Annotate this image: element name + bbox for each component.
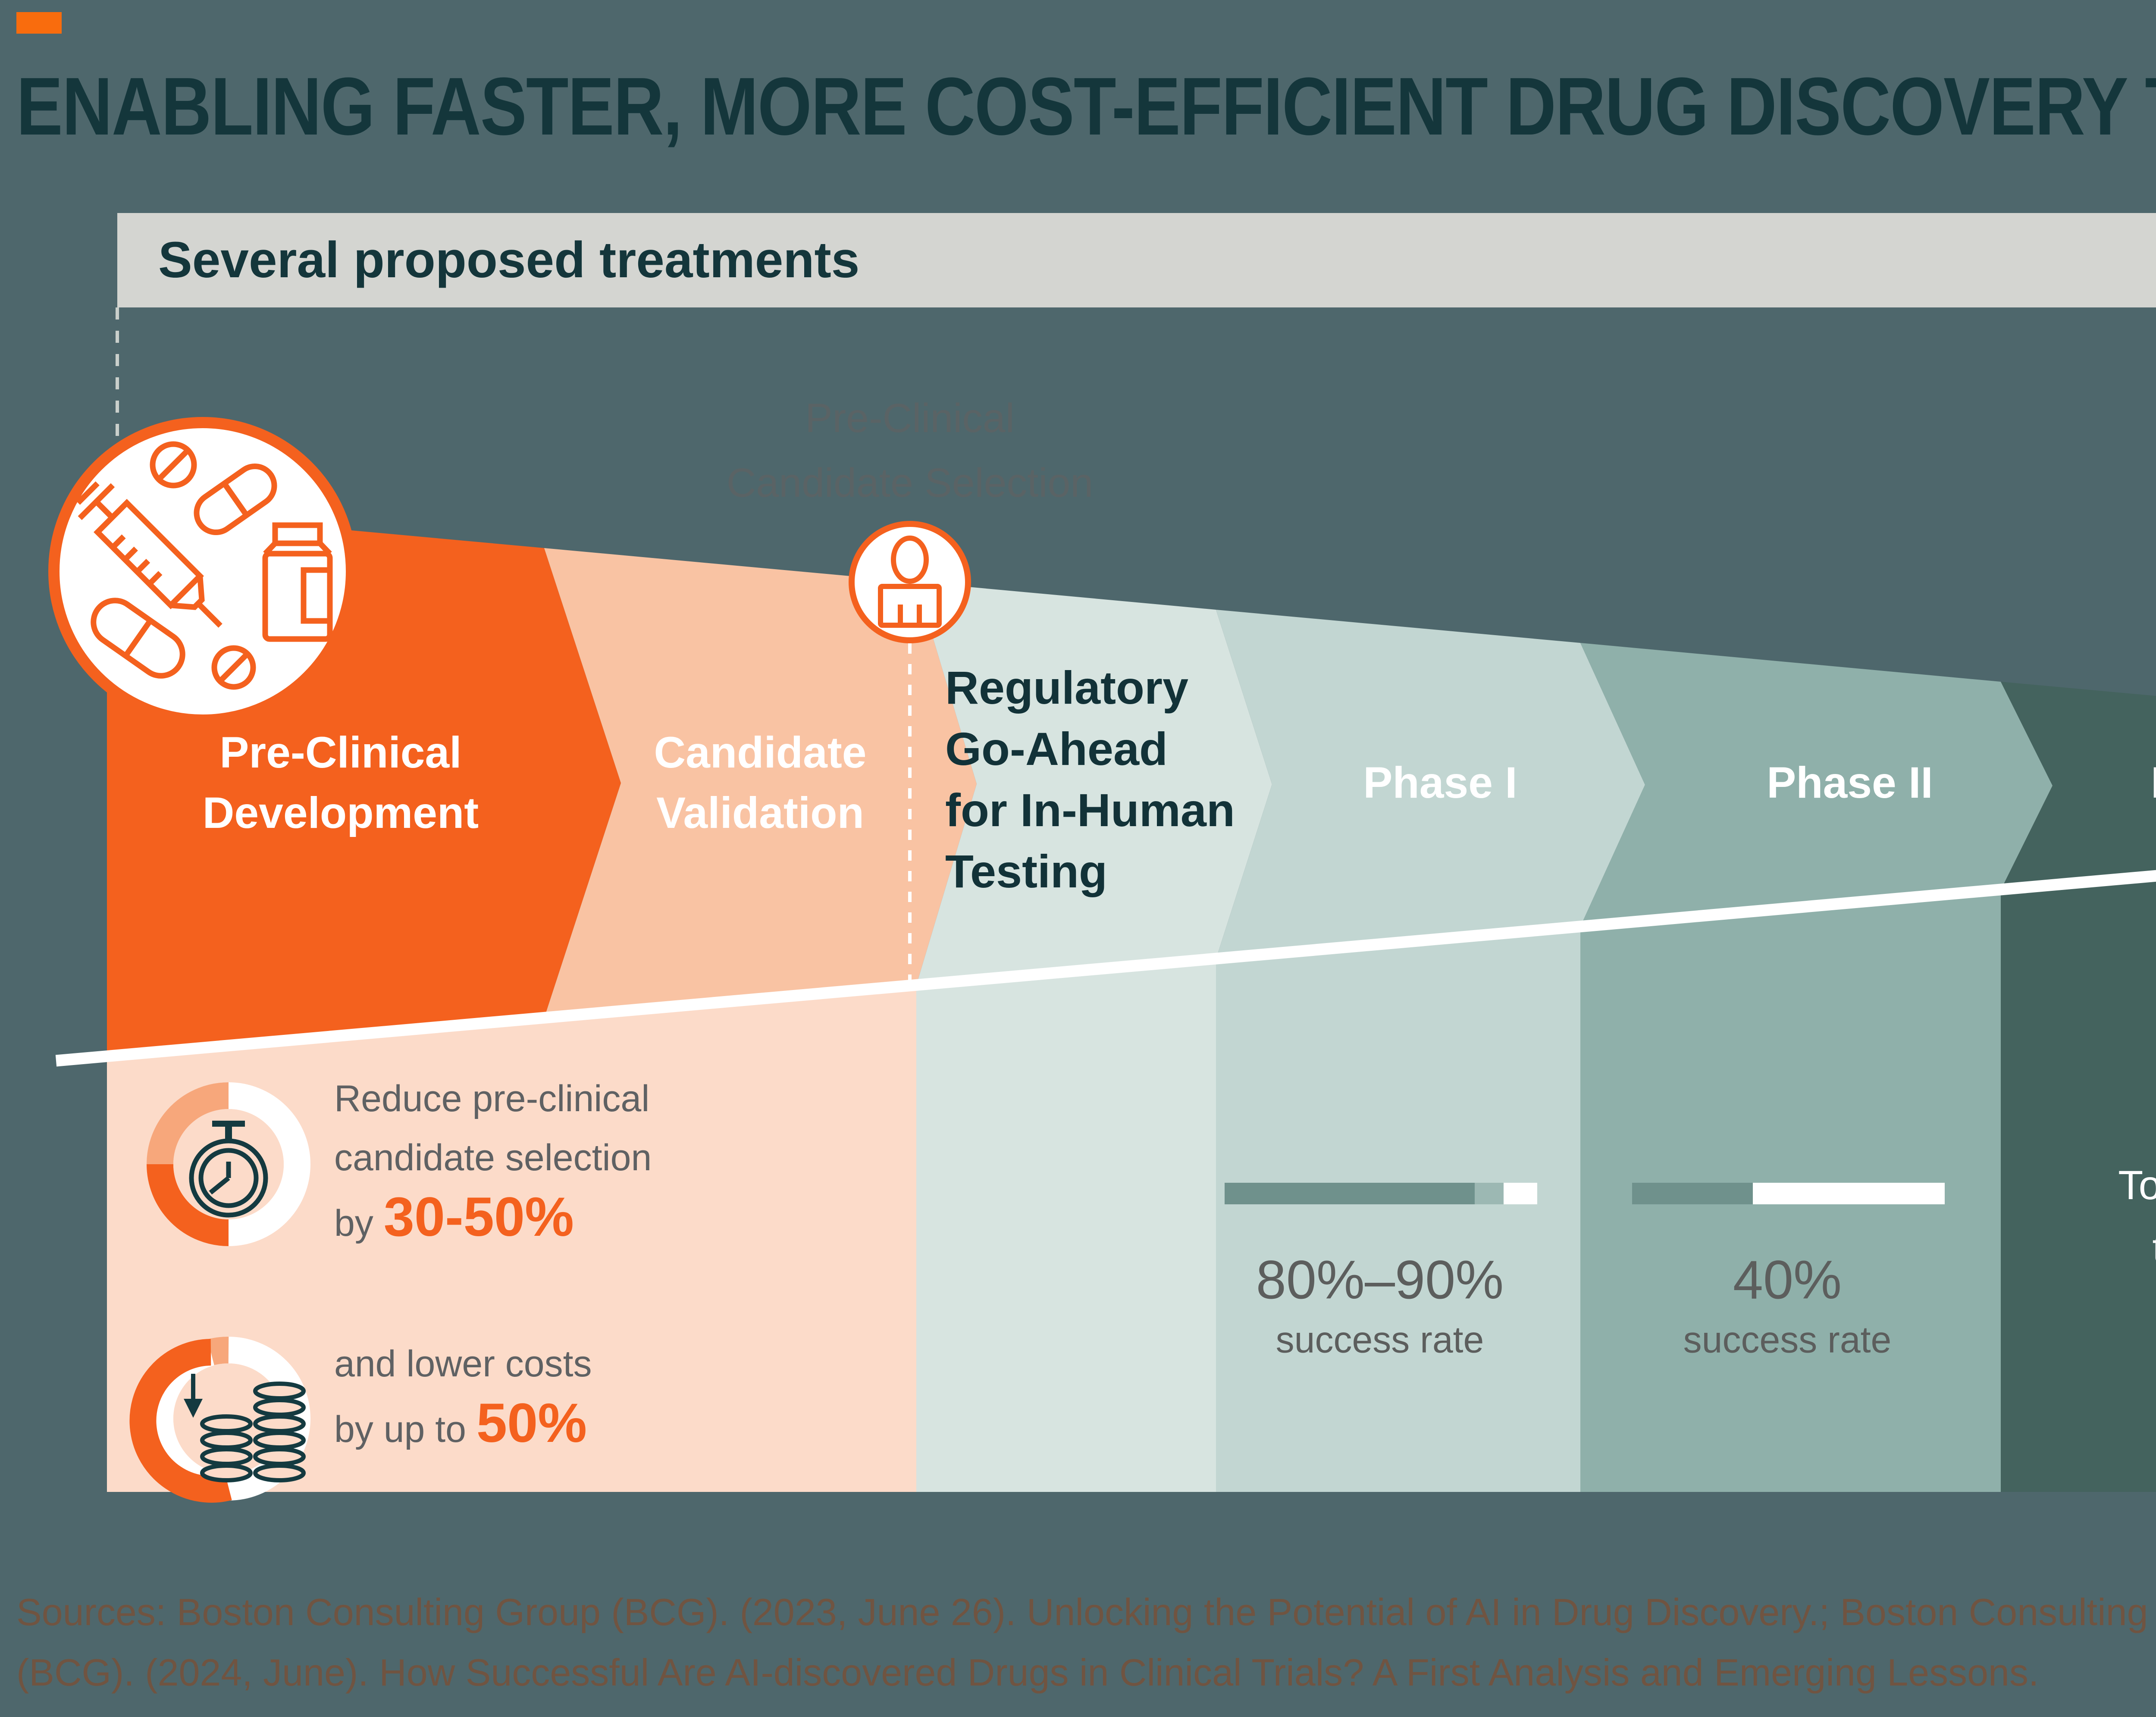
stage-label-validation: Candidate Validation xyxy=(654,728,867,837)
stat-time-text: Reduce pre-clinical candidate selection … xyxy=(334,1078,652,1248)
column-regulatory xyxy=(916,959,1216,1492)
stat-cost-text: and lower costs by up to 50% xyxy=(334,1343,592,1454)
funnel-divider-line xyxy=(55,870,2156,1067)
phase1-success-value: 80%–90% xyxy=(1256,1249,1504,1310)
sources-line1: Sources: Boston Consulting Group (BCG). … xyxy=(16,1591,2156,1633)
column-phase1 xyxy=(1216,927,1580,1492)
phase1-success-caption: success rate xyxy=(1275,1319,1484,1361)
phase2-success-value: 40% xyxy=(1733,1249,1842,1310)
person-icon xyxy=(849,521,971,643)
funnel-stage-regulatory xyxy=(916,582,1272,985)
phase2-success-caption: success rate xyxy=(1683,1319,1892,1361)
stage-label-preclinical: Pre-Clinical Development xyxy=(202,728,479,837)
funnel-stage-phase3 xyxy=(2001,682,2156,890)
funnel-stage-phase2 xyxy=(1580,643,2053,927)
stat-cost-value: 50% xyxy=(476,1392,587,1454)
stage-label-phase1: Phase I xyxy=(1363,758,1517,807)
stat-time-value: 30-50% xyxy=(383,1186,574,1248)
phase2-success-bar xyxy=(1632,1183,1945,1204)
column-phase3 xyxy=(2001,876,2156,1492)
page-title: ENABLING FASTER, MORE COST-EFFICIENT DRU… xyxy=(16,61,2156,152)
stopwatch-icon xyxy=(147,1082,310,1246)
brand-square xyxy=(16,12,62,34)
arrow-left-label: Several proposed treatments xyxy=(158,232,860,288)
stage-label-phase2: Phase II xyxy=(1767,758,1933,807)
milestone-candidate-selection: Pre-Clinical Candidate Selection xyxy=(726,395,1094,506)
drug-discovery-icon xyxy=(48,417,357,726)
column-preclinical xyxy=(107,985,916,1492)
coins-icon xyxy=(129,1337,310,1503)
phase3-too-early: Too early to tell xyxy=(2118,1162,2156,1271)
funnel-stage-validation xyxy=(544,548,977,1018)
arrow-bar xyxy=(117,213,2156,307)
phase1-success-bar xyxy=(1225,1183,1537,1204)
stage-label-regulatory: Regulatory Go-Ahead for In-Human Testing xyxy=(945,661,1235,897)
stage-label-phase3: Phase III xyxy=(2151,752,2156,813)
sources-line2: (BCG). (2024, June). How Successful Are … xyxy=(16,1651,2039,1694)
funnel-stage-phase1 xyxy=(1216,610,1645,959)
